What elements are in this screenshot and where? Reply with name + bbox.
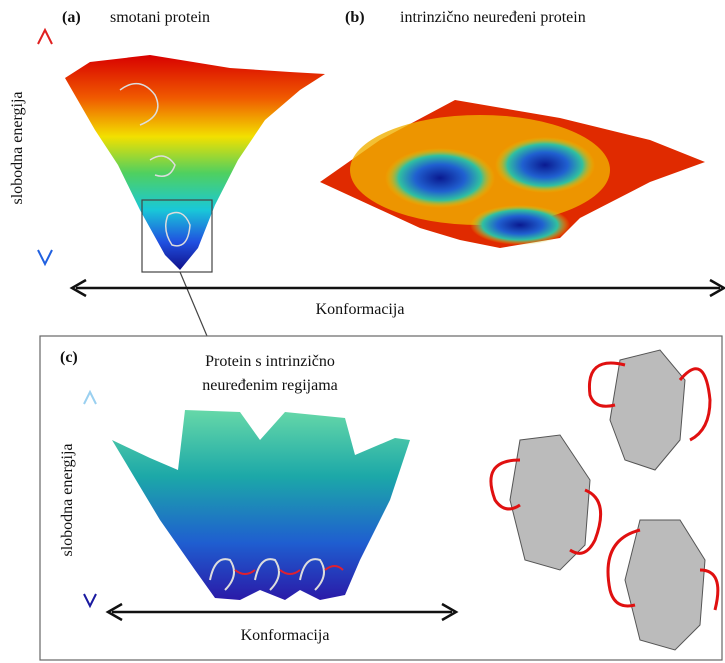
panel-frame — [39, 335, 723, 661]
panel-label: (c) — [60, 349, 78, 366]
energy-well — [385, 148, 495, 208]
panel-label: (a) — [62, 9, 81, 26]
arrow-head — [37, 27, 53, 45]
zoom-line — [179, 271, 208, 337]
panel-title: neuređenim regijama — [202, 377, 338, 394]
axis-label: Konformacija — [316, 301, 405, 318]
arrow-head — [83, 389, 97, 405]
panel-title: intrinzično neuređeni protein — [400, 9, 586, 26]
protein-trace — [209, 558, 325, 591]
panel-title: Protein s intrinzično — [205, 353, 335, 370]
disordered-region — [234, 565, 344, 575]
protein-trace — [119, 82, 191, 247]
protein-structure — [606, 519, 720, 651]
folded-landscape — [65, 55, 325, 270]
energy-well — [495, 137, 595, 193]
zoom-box — [141, 199, 213, 273]
arrow-head — [105, 602, 459, 622]
idr-landscape — [112, 410, 410, 600]
panel-title: smotani protein — [110, 9, 210, 26]
energy-well — [470, 205, 570, 245]
axis-label: Konformacija — [241, 627, 330, 644]
axis-label: slobodna energija — [9, 91, 26, 204]
arrow-head — [83, 593, 97, 609]
arrow-head — [69, 278, 725, 298]
axis-label: slobodna energija — [59, 443, 76, 556]
arrow-head — [37, 249, 53, 267]
protein-structure — [489, 434, 603, 571]
protein-structure — [587, 349, 712, 471]
panel-label: (b) — [345, 9, 365, 26]
